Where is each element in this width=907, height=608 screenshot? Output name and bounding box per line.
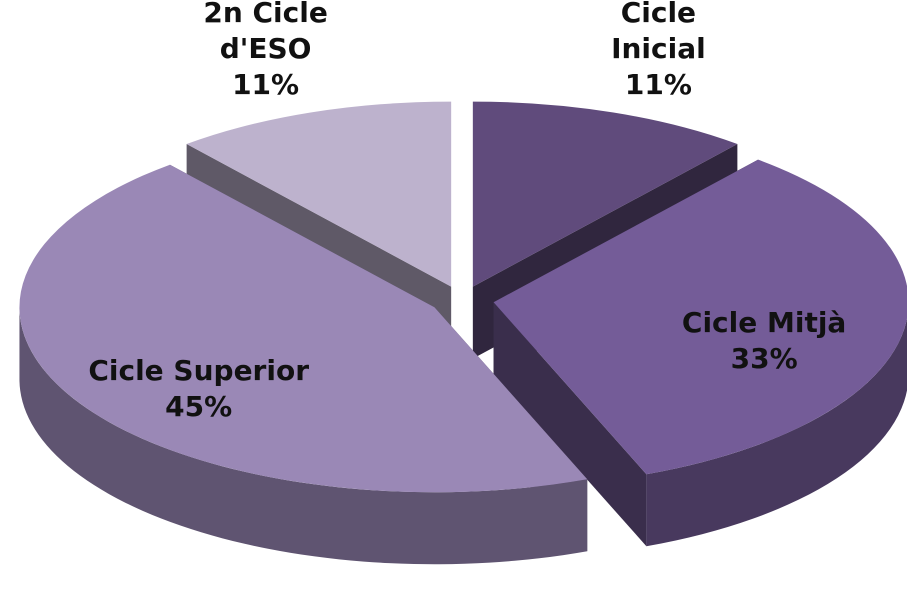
slice-label: Cicle Superior 45% [84, 353, 314, 425]
value-label: 11% [624, 67, 692, 101]
slice [493, 159, 907, 547]
slice-wall [19, 307, 588, 565]
value-label: 45% [165, 390, 233, 424]
category-name: Cicle Mitjà [681, 306, 847, 340]
slice-top [19, 164, 588, 493]
value-label: 11% [232, 67, 300, 101]
category-name: 2n Cicle d'ESO [203, 0, 328, 65]
slice-label: Cicle Mitjà 33% [649, 305, 879, 377]
slice-label: 2n Cicle d'ESO 11% [181, 0, 351, 103]
value-label: 33% [730, 342, 798, 376]
slice-wall [646, 318, 907, 547]
slice-top [472, 101, 738, 287]
slice [19, 164, 588, 565]
category-name: Cicle Inicial [611, 0, 706, 65]
slice-label: Cicle Inicial 11% [573, 0, 743, 103]
slice-top [493, 159, 907, 475]
slice-side [493, 302, 647, 547]
category-name: Cicle Superior [88, 354, 310, 388]
slice-top [186, 101, 452, 287]
